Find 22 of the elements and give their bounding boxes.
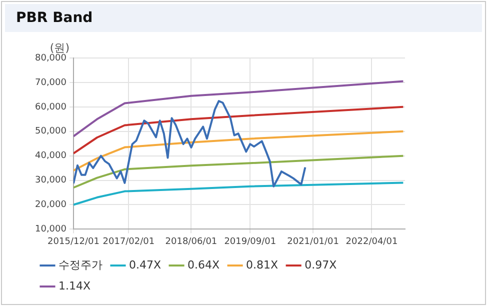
legend-label: 0.97X: [304, 258, 338, 272]
x-tick-label: 2017/02/01: [102, 236, 155, 247]
chart-title: PBR Band: [5, 4, 482, 32]
legend-label: 1.14X: [58, 279, 91, 292]
legend-label: 0.64X: [188, 258, 220, 272]
y-tick-label: 60,000: [34, 102, 67, 112]
y-tick-label: 70,000: [34, 78, 67, 88]
x-tick-label: 2022/04/01: [346, 236, 398, 247]
y-tick-label: 10,000: [34, 224, 67, 235]
y-tick-label: 80,000: [34, 53, 67, 64]
x-tick-label: 2021/01/01: [287, 236, 339, 247]
y-tick-label: 30,000: [34, 176, 67, 186]
y-tick-label: 20,000: [34, 200, 67, 210]
legend-label: 0.81X: [246, 258, 279, 272]
legend-label: 0.47X: [129, 258, 162, 272]
x-tick-label: 2018/06/01: [165, 236, 218, 247]
x-tick-label: 2019/09/01: [224, 236, 276, 247]
y-axis-title: (원): [50, 41, 70, 54]
legend-label: 수정주가: [58, 258, 102, 272]
x-tick-label: 2015/12/01: [48, 236, 100, 247]
y-tick-label: 50,000: [34, 126, 67, 137]
y-tick-label: 40,000: [34, 151, 67, 162]
